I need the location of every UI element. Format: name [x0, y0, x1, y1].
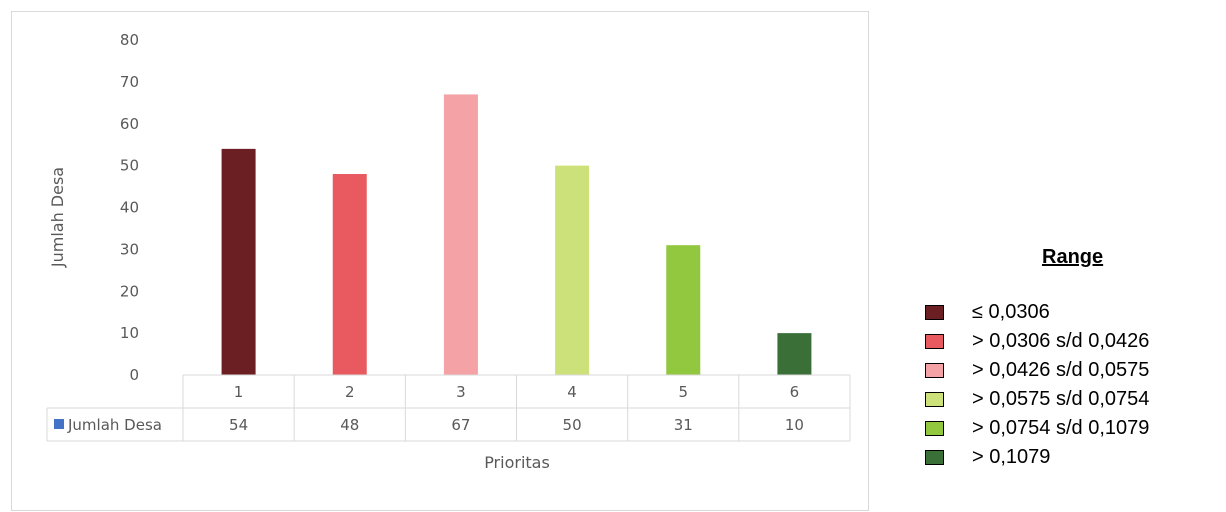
legend-item: > 0,0426 s/d 0,0575	[925, 358, 1225, 382]
legend-swatch-6	[925, 449, 944, 465]
legend-item: > 0,0754 s/d 0,1079	[925, 416, 1225, 440]
x-tick-label: 3	[456, 383, 466, 401]
bar-chart: 0 10 20 30 40 50 60 70 80 1 54 2 48 3 67 4 50 5 31 6 10 Juml…	[46, 31, 851, 472]
y-tick-label: 0	[129, 366, 139, 384]
x-tick-label: 2	[345, 383, 355, 401]
y-tick-label: 10	[120, 324, 139, 342]
legend-item: > 0,1079	[925, 445, 1225, 469]
x-axis-title: Prioritas	[484, 453, 550, 472]
bar	[221, 148, 256, 375]
x-tick-label: 4	[567, 383, 577, 401]
series-marker	[54, 419, 64, 429]
y-tick-label: 20	[120, 282, 139, 300]
legend-swatch-5	[925, 420, 944, 436]
y-tick-label: 70	[120, 73, 139, 91]
legend-label: > 0,0575 s/d 0,0754	[972, 387, 1150, 410]
x-tick-label: 1	[234, 383, 244, 401]
legend-title: Range	[1042, 246, 1104, 268]
data-table-value: 31	[674, 416, 693, 434]
y-axis-title: Jumlah Desa	[48, 167, 67, 268]
y-tick-label: 40	[120, 199, 139, 217]
x-tick-label: 6	[790, 383, 800, 401]
chart-area: 0 10 20 30 40 50 60 70 80 1 54 2 48 3 67 4 50 5 31 6 10 Juml…	[11, 11, 869, 511]
legend-item: ≤ 0,0306	[925, 300, 1225, 324]
data-table-value: 54	[229, 416, 248, 434]
data-table-row-label: Jumlah Desa	[67, 416, 162, 434]
y-tick-label: 50	[120, 157, 139, 175]
bar	[777, 333, 812, 375]
legend-label: > 0,0306 s/d 0,0426	[972, 329, 1150, 352]
bar	[443, 94, 478, 375]
data-table: 1 54 2 48 3 67 4 50 5 31 6 10 Jumlah Desa	[46, 374, 851, 442]
legend-swatch-3	[925, 362, 944, 378]
bar	[555, 165, 590, 375]
y-tick-label: 30	[120, 240, 139, 258]
bars	[221, 94, 812, 375]
data-table-value: 67	[451, 416, 470, 434]
x-tick-label: 5	[678, 383, 688, 401]
bar	[666, 245, 701, 375]
y-tick-label: 60	[120, 115, 139, 133]
legend-item: > 0,0575 s/d 0,0754	[925, 387, 1225, 411]
y-tick-label: 80	[120, 31, 139, 49]
legend-item: > 0,0306 s/d 0,0426	[925, 329, 1225, 353]
legend-swatch-2	[925, 333, 944, 349]
data-table-value: 50	[563, 416, 582, 434]
data-table-value: 48	[340, 416, 359, 434]
data-table-value: 10	[785, 416, 804, 434]
legend-label: > 0,0426 s/d 0,0575	[972, 358, 1150, 381]
y-axis-ticks: 0 10 20 30 40 50 60 70 80	[120, 31, 139, 384]
legend-label: > 0,1079	[972, 445, 1051, 468]
legend: Range ≤ 0,0306 > 0,0306 s/d 0,0426 > 0,0…	[918, 238, 1226, 498]
bar	[332, 174, 367, 375]
legend-label: ≤ 0,0306	[972, 300, 1050, 323]
legend-label: > 0,0754 s/d 0,1079	[972, 416, 1150, 439]
legend-swatch-4	[925, 391, 944, 407]
legend-swatch-1	[925, 304, 944, 320]
